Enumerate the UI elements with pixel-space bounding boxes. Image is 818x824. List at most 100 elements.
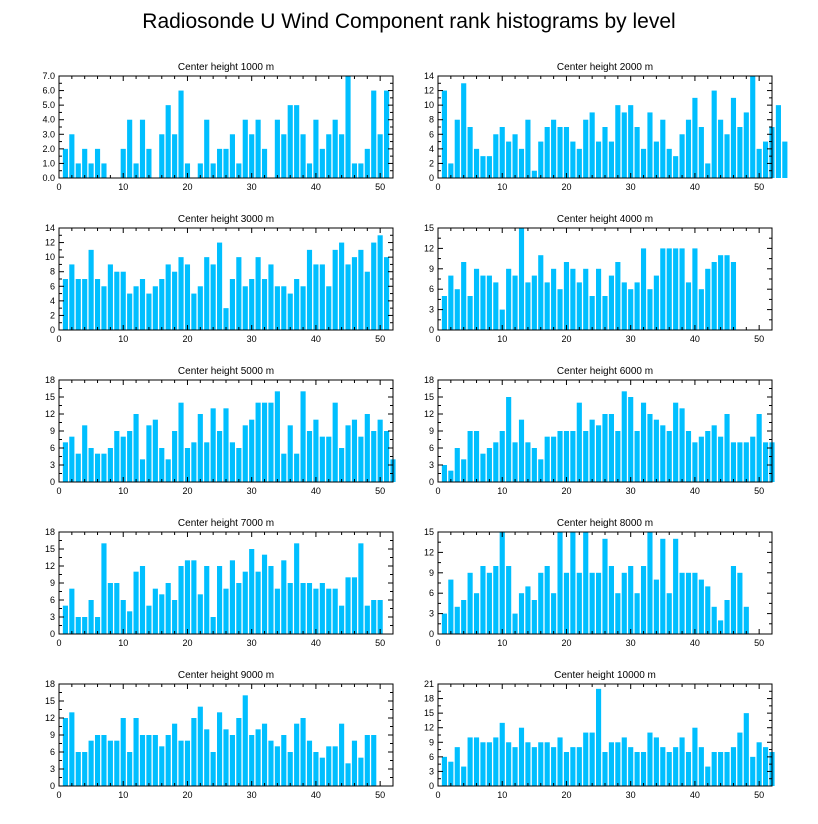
histogram-bar bbox=[563, 752, 570, 786]
histogram-bar bbox=[377, 235, 383, 330]
histogram-bar bbox=[737, 572, 743, 634]
histogram-bar bbox=[679, 248, 685, 330]
histogram-bar bbox=[107, 448, 113, 482]
histogram-bar bbox=[473, 431, 480, 482]
histogram-bar bbox=[493, 737, 499, 786]
histogram-bar bbox=[159, 134, 165, 178]
histogram-bar bbox=[172, 431, 178, 482]
histogram-bar bbox=[82, 425, 88, 482]
histogram-bar bbox=[146, 148, 152, 178]
histogram-bar bbox=[281, 735, 287, 786]
histogram-bar bbox=[647, 289, 653, 330]
histogram-bar bbox=[204, 566, 210, 634]
histogram-bar bbox=[178, 740, 184, 786]
histogram-bar bbox=[120, 148, 126, 178]
x-tick-label: 50 bbox=[754, 790, 764, 800]
histogram-bar bbox=[461, 262, 467, 330]
x-tick-label: 0 bbox=[435, 334, 440, 344]
histogram-bar bbox=[210, 752, 216, 786]
histogram-bar bbox=[184, 560, 191, 634]
histogram-bar bbox=[640, 752, 647, 786]
histogram-bar bbox=[274, 286, 280, 330]
histogram-bar bbox=[326, 134, 332, 178]
histogram-bar bbox=[473, 737, 480, 786]
histogram-bar bbox=[120, 436, 126, 482]
histogram-bar bbox=[306, 163, 313, 178]
histogram-bar bbox=[512, 613, 518, 634]
histogram-bar bbox=[647, 732, 653, 786]
y-tick-label: 0 bbox=[429, 325, 434, 335]
histogram-bar bbox=[101, 543, 107, 634]
histogram-bar bbox=[718, 119, 724, 178]
histogram-bar bbox=[698, 579, 704, 634]
histogram-bar bbox=[384, 90, 390, 178]
histogram-bar bbox=[506, 566, 512, 634]
histogram-bar bbox=[377, 600, 383, 634]
histogram-bar bbox=[82, 279, 88, 330]
histogram-bar bbox=[454, 448, 460, 482]
x-tick-label: 40 bbox=[311, 638, 321, 648]
x-tick-label: 30 bbox=[247, 790, 257, 800]
histogram-bar bbox=[249, 134, 255, 178]
histogram-bar bbox=[602, 538, 608, 634]
x-tick-label: 30 bbox=[626, 638, 636, 648]
histogram-bar bbox=[506, 268, 512, 330]
panel-title: Center height 9000 m bbox=[178, 670, 274, 681]
histogram-bar bbox=[255, 119, 261, 178]
histogram-bar bbox=[172, 723, 178, 786]
histogram-bar bbox=[261, 148, 268, 178]
histogram-bar bbox=[255, 571, 261, 634]
histogram-bar bbox=[628, 397, 634, 482]
histogram-bar bbox=[647, 532, 653, 634]
histogram-bar bbox=[62, 718, 68, 786]
y-tick-label: 9 bbox=[50, 426, 55, 436]
histogram-bar bbox=[114, 271, 120, 330]
histogram-bar bbox=[371, 242, 377, 330]
histogram-bar bbox=[184, 740, 191, 786]
histogram-bar bbox=[223, 588, 229, 634]
histogram-bar bbox=[711, 262, 717, 330]
y-tick-label: 12 bbox=[45, 238, 55, 248]
histogram-bar bbox=[165, 459, 171, 482]
histogram-bar bbox=[608, 141, 614, 178]
histogram-bar bbox=[692, 572, 698, 634]
histogram-bar bbox=[184, 163, 191, 178]
histogram-bar bbox=[531, 275, 537, 330]
histogram-bar bbox=[217, 148, 223, 178]
histogram-bar bbox=[486, 275, 492, 330]
histogram-bar bbox=[660, 747, 666, 786]
histogram-bar bbox=[287, 425, 293, 482]
panel-title: Center height 10000 m bbox=[554, 670, 656, 681]
histogram-bar bbox=[371, 735, 377, 786]
histogram-bar bbox=[351, 257, 358, 330]
histogram-bar bbox=[441, 756, 447, 786]
histogram-bar bbox=[750, 436, 756, 482]
histogram-bar bbox=[538, 459, 544, 482]
histogram-bar bbox=[300, 391, 306, 482]
x-tick-label: 30 bbox=[247, 334, 257, 344]
histogram-panel: Center height 2000 m 0 10 20 30 40 50 0 2 4 6 8 10 12… bbox=[424, 62, 788, 192]
histogram-bar bbox=[711, 752, 717, 786]
x-tick-label: 40 bbox=[690, 182, 700, 192]
x-tick-label: 50 bbox=[754, 182, 764, 192]
histogram-bar bbox=[294, 543, 300, 634]
histogram-bar bbox=[666, 248, 672, 330]
histogram-bar bbox=[756, 148, 762, 178]
histogram-bar bbox=[730, 97, 737, 178]
histogram-bar bbox=[499, 127, 505, 178]
histogram-bar bbox=[448, 579, 454, 634]
histogram-bar bbox=[640, 402, 647, 482]
histogram-bar bbox=[326, 746, 332, 786]
histogram-bar bbox=[544, 436, 550, 482]
histogram-bar bbox=[261, 723, 268, 786]
histogram-bar bbox=[583, 119, 589, 178]
histogram-bar bbox=[525, 742, 531, 786]
histogram-bar bbox=[197, 594, 203, 634]
y-tick-label: 15 bbox=[424, 708, 434, 718]
histogram-bar bbox=[371, 90, 377, 178]
histogram-bar bbox=[563, 572, 570, 634]
histogram-bar bbox=[480, 275, 486, 330]
histogram-bar bbox=[467, 296, 473, 330]
histogram-bar bbox=[750, 756, 756, 786]
